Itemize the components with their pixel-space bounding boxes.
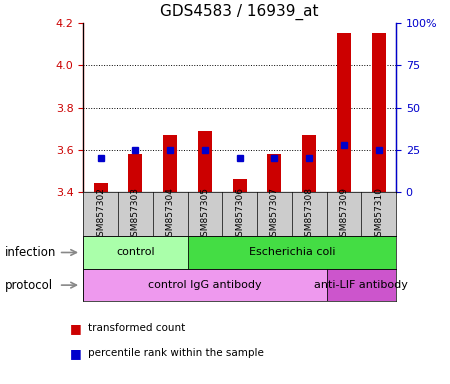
Text: protocol: protocol [4, 279, 53, 291]
Text: infection: infection [4, 246, 56, 259]
Text: GSM857303: GSM857303 [131, 187, 140, 242]
Text: ■: ■ [70, 347, 81, 360]
Title: GDS4583 / 16939_at: GDS4583 / 16939_at [160, 4, 319, 20]
Bar [163, 134, 177, 192]
Text: GSM857309: GSM857309 [339, 187, 348, 242]
Text: GSM857306: GSM857306 [235, 187, 244, 242]
Bar [372, 33, 386, 192]
Text: GSM857308: GSM857308 [305, 187, 314, 242]
Bar [233, 179, 247, 192]
Bar [94, 183, 108, 192]
Text: anti-LIF antibody: anti-LIF antibody [314, 280, 408, 290]
Bar [327, 269, 396, 301]
Text: transformed count: transformed count [88, 323, 185, 333]
Bar [267, 154, 281, 192]
Bar [128, 154, 142, 192]
Bar [188, 236, 396, 269]
Text: control IgG antibody: control IgG antibody [148, 280, 262, 290]
Text: GSM857302: GSM857302 [96, 187, 105, 242]
Text: ■: ■ [70, 322, 81, 335]
Bar [302, 134, 316, 192]
Text: GSM857310: GSM857310 [374, 187, 383, 242]
Bar [83, 236, 188, 269]
Bar [198, 131, 212, 192]
Text: control: control [116, 247, 155, 258]
Text: GSM857304: GSM857304 [166, 187, 175, 242]
Text: Escherichia coli: Escherichia coli [248, 247, 335, 258]
Bar [337, 33, 351, 192]
Text: GSM857307: GSM857307 [270, 187, 279, 242]
Bar [83, 269, 327, 301]
Text: percentile rank within the sample: percentile rank within the sample [88, 348, 264, 358]
Text: GSM857305: GSM857305 [200, 187, 209, 242]
